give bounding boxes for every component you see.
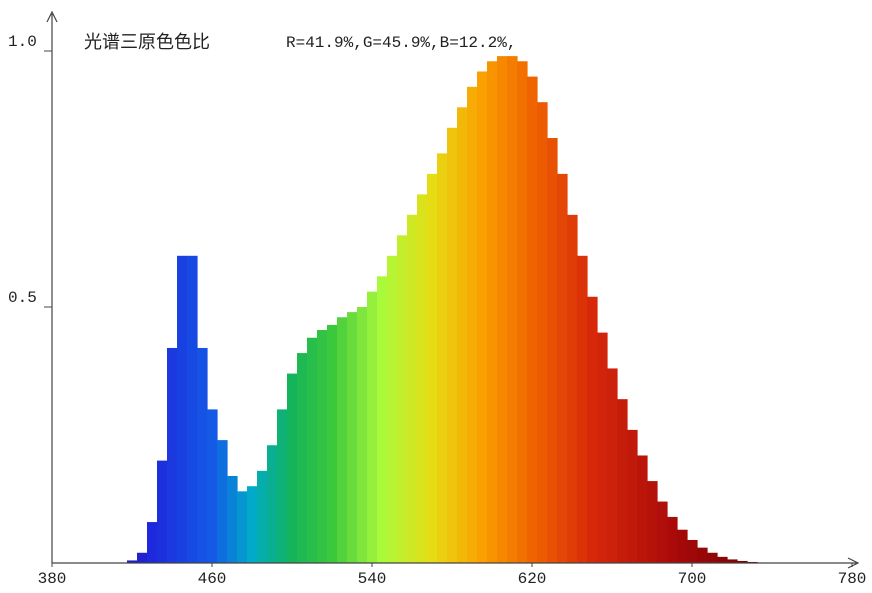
bar: [587, 296, 598, 563]
bar: [327, 324, 338, 563]
bar: [567, 214, 578, 563]
bar: [147, 522, 158, 563]
bar: [477, 71, 488, 563]
bar: [737, 560, 748, 563]
bar: [447, 127, 458, 564]
bar: [487, 61, 498, 564]
bar: [547, 138, 558, 564]
bar: [157, 460, 168, 563]
bar: [657, 501, 668, 563]
bar: [627, 429, 638, 563]
bar: [457, 107, 468, 563]
bar: [467, 86, 478, 563]
bar: [137, 552, 148, 563]
bar: [367, 291, 378, 563]
bar: [507, 56, 518, 564]
bar: [257, 470, 268, 563]
annotation: R=41.9%,G=45.9%,B=12.2%,: [286, 34, 516, 52]
bar: [387, 255, 398, 564]
bar: [227, 475, 238, 563]
bar: [577, 255, 588, 564]
bar: [727, 559, 738, 563]
bar: [407, 214, 418, 563]
x-tick-label: 540: [358, 570, 387, 588]
bar: [357, 307, 368, 563]
bar: [617, 399, 628, 563]
bar: [417, 194, 428, 564]
x-tick-label: 700: [678, 570, 707, 588]
bar: [347, 312, 358, 563]
x-tick-label: 460: [198, 570, 227, 588]
bar: [437, 153, 448, 563]
x-tick-label: 380: [38, 570, 67, 588]
bar: [597, 332, 608, 563]
bar: [537, 102, 548, 563]
y-tick-label: 1.0: [8, 33, 37, 51]
bar: [337, 317, 348, 563]
bar: [607, 368, 618, 563]
y-axis: [46, 10, 58, 563]
spectrum: [127, 56, 768, 564]
x-tick-label: 780: [838, 570, 867, 588]
bar: [637, 455, 648, 563]
bar: [217, 440, 228, 563]
bar: [687, 539, 698, 563]
bar: [247, 486, 258, 563]
bar: [667, 516, 678, 563]
bar: [717, 556, 728, 563]
bar: [557, 173, 568, 563]
bar: [287, 373, 298, 563]
bar: [697, 547, 708, 563]
bar: [427, 173, 438, 563]
bar: [277, 409, 288, 563]
bar: [207, 409, 218, 563]
bar: [317, 330, 328, 563]
bar: [167, 347, 178, 563]
chart-title: 光谱三原色色比: [84, 32, 210, 53]
bar: [187, 255, 198, 564]
x-axis: [52, 557, 860, 569]
x-tick-label: 620: [518, 570, 547, 588]
bar: [297, 353, 308, 563]
y-tick-label: 0.5: [8, 289, 37, 307]
bar: [377, 276, 388, 563]
bar: [237, 491, 248, 563]
bar: [197, 347, 208, 563]
bar: [517, 61, 528, 564]
bar: [267, 445, 278, 563]
bar: [497, 56, 508, 564]
bar: [127, 560, 138, 563]
bar: [307, 337, 318, 563]
bar: [647, 481, 658, 563]
bar: [677, 529, 688, 563]
bar: [177, 255, 188, 564]
bar: [397, 235, 408, 563]
bar: [707, 552, 718, 563]
bar: [527, 76, 538, 563]
